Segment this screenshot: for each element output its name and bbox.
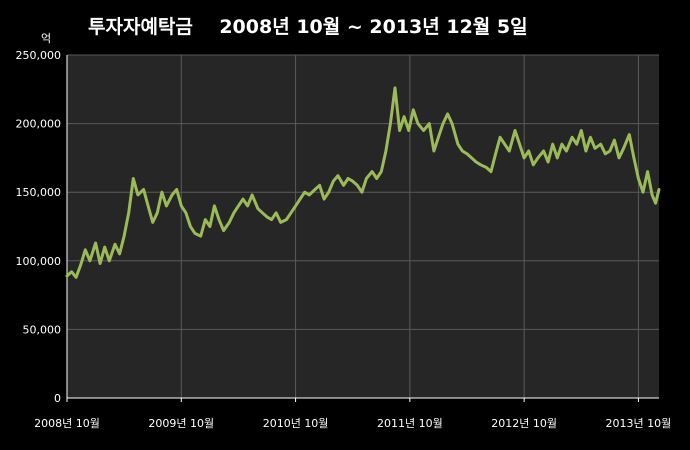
axes — [66, 55, 659, 402]
x-tick-label: 2013년 10월 — [606, 417, 672, 430]
series-layer — [65, 86, 661, 279]
y-tick-label: 200,000 — [16, 118, 62, 131]
grid-lines — [67, 54, 659, 398]
y-axis-unit-label: 억 — [41, 32, 52, 45]
y-tick-label: 150,000 — [16, 186, 62, 199]
y-tick-label: 50,000 — [23, 323, 62, 336]
x-tick-label: 2009년 10월 — [148, 417, 214, 430]
plot-area — [67, 55, 659, 398]
series-line — [65, 86, 661, 279]
chart-title: 투자자예탁금 2008년 10월 ~ 2013년 12월 5일 — [88, 16, 528, 38]
y-tick-label: 100,000 — [16, 255, 62, 268]
x-tick-label: 2012년 10월 — [491, 417, 557, 430]
y-tick-labels: 0 50,000 100,000 150,000 200,000 250,000 — [16, 49, 62, 405]
x-tick-label: 2010년 10월 — [263, 417, 329, 430]
x-tick-label: 2008년 10월 — [34, 417, 100, 430]
x-tick-labels: 2008년 10월 2009년 10월 2010년 10월 2011년 10월 2012… — [34, 417, 671, 430]
y-tick-label: 250,000 — [16, 49, 62, 62]
y-tick-label: 0 — [54, 392, 61, 405]
x-tick-label: 2011년 10월 — [377, 417, 443, 430]
